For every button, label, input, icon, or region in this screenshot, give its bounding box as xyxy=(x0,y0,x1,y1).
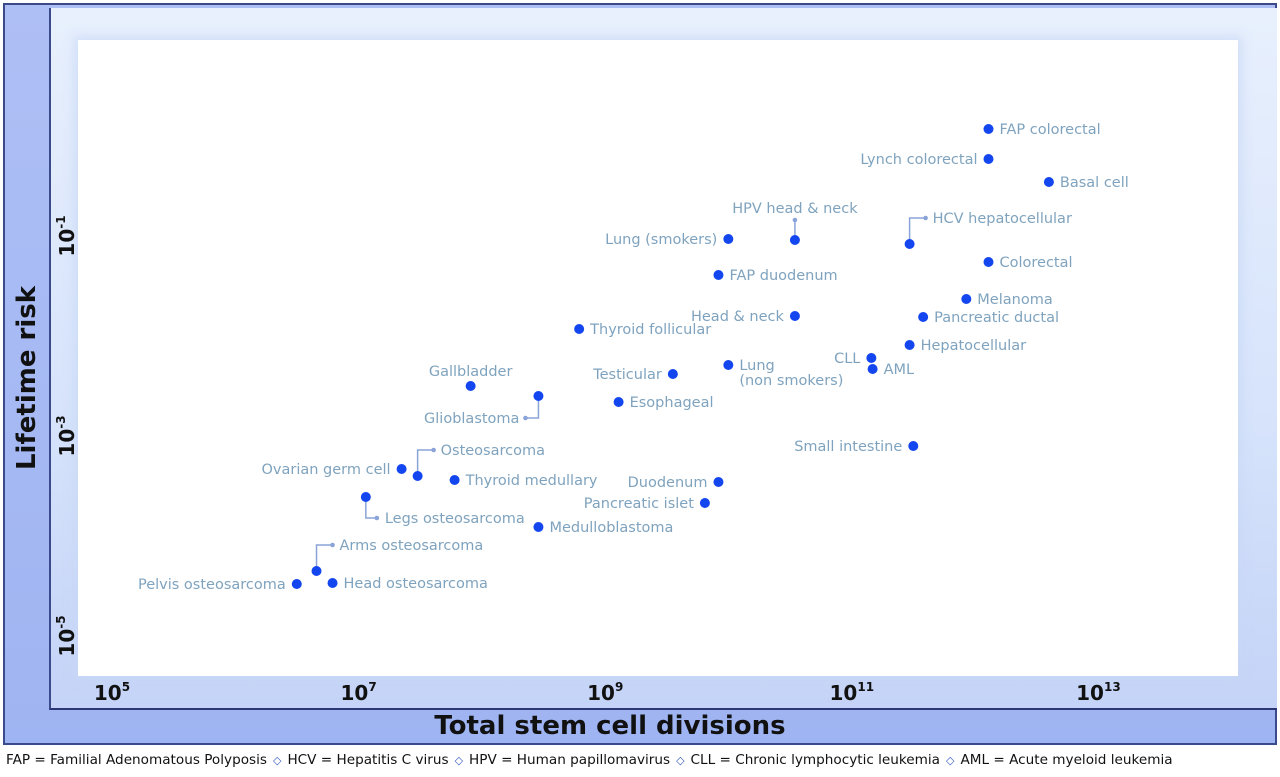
point-label-ovarian-germ-cell: Ovarian germ cell xyxy=(262,462,391,478)
data-point-fap-colorectal xyxy=(983,124,994,134)
point-label-duodenum: Duodenum xyxy=(628,475,708,491)
plot-area xyxy=(78,40,1238,676)
point-label-small-intestine: Small intestine xyxy=(794,439,902,455)
data-point-pancreatic-islet xyxy=(699,498,710,508)
data-point-aml xyxy=(867,364,878,374)
data-point-small-intestine xyxy=(908,441,919,451)
point-label-lung-smokers: Lung (smokers) xyxy=(605,232,717,248)
point-label-pancreatic-ductal: Pancreatic ductal xyxy=(934,310,1059,326)
data-point-osteosarcoma xyxy=(412,471,423,481)
data-point-thyroid-medullary xyxy=(449,475,460,485)
x-tick-label: 1013 xyxy=(1076,680,1121,705)
abbreviation-footnote: FAP = Familial Adenomatous Polyposis ◇ HCV… xyxy=(6,752,1276,768)
data-point-esophageal xyxy=(613,397,624,407)
data-point-fap-duodenum xyxy=(713,270,724,280)
point-label-lynch-colorectal: Lynch colorectal xyxy=(860,152,977,168)
point-label-gallbladder: Gallbladder xyxy=(429,364,513,380)
x-axis-title: Total stem cell divisions xyxy=(434,711,785,741)
point-label-hpv-head-neck: HPV head & neck xyxy=(732,201,858,217)
y-axis-ticks: 10-1 10-3 10-5 xyxy=(54,215,79,656)
data-point-duodenum xyxy=(713,477,724,487)
data-point-gallbladder xyxy=(465,381,476,391)
callout-end-glioblastoma xyxy=(523,415,528,421)
callout-end-hcv-hepatocellular xyxy=(923,215,928,221)
point-label-glioblastoma: Glioblastoma xyxy=(424,411,519,427)
callout-end-arms-osteosarcoma xyxy=(330,542,335,548)
point-label-legs-osteosarcoma: Legs osteosarcoma xyxy=(385,511,525,527)
footnote-entry: AML = Acute myeloid leukemia xyxy=(960,752,1173,768)
diamond-separator-icon: ◇ xyxy=(272,754,282,767)
x-tick-label: 105 xyxy=(94,680,130,705)
data-point-melanoma xyxy=(961,294,972,304)
point-label-head-neck: Head & neck xyxy=(691,309,785,325)
footnote-entry: FAP = Familial Adenomatous Polyposis xyxy=(6,752,267,768)
point-label-hcv-hepatocellular: HCV hepatocellular xyxy=(933,211,1072,227)
x-axis-ticks: 105 107 109 1011 1013 xyxy=(94,680,1121,705)
point-label-cll: CLL xyxy=(834,351,860,367)
footnote-entry: HPV = Human papillomavirus xyxy=(469,752,671,768)
x-tick-label: 109 xyxy=(587,680,623,705)
point-label-aml: AML xyxy=(884,362,915,378)
point-label-fap-colorectal: FAP colorectal xyxy=(999,122,1100,138)
diamond-separator-icon: ◇ xyxy=(454,754,464,767)
point-label-esophageal: Esophageal xyxy=(630,395,714,411)
callout-end-hpv-head-neck xyxy=(792,217,798,223)
data-point-cll xyxy=(866,353,877,363)
callout-end-osteosarcoma xyxy=(431,447,436,453)
footnote-entry: HCV = Hepatitis C virus xyxy=(287,752,449,768)
data-point-thyroid-follicular xyxy=(574,324,585,334)
point-label-thyroid-follicular: Thyroid follicular xyxy=(589,322,711,338)
callout-line-glioblastoma xyxy=(525,396,540,419)
data-point-lynch-colorectal xyxy=(983,154,994,164)
data-point-colorectal xyxy=(983,257,994,267)
x-tick-label: 107 xyxy=(340,680,376,705)
data-point-head-neck xyxy=(789,311,800,321)
x-tick-label: 1011 xyxy=(830,680,875,705)
data-point-head-osteosarcoma xyxy=(327,578,338,588)
point-label-fap-duodenum: FAP duodenum xyxy=(729,268,837,284)
point-label-pancreatic-islet: Pancreatic islet xyxy=(584,496,694,512)
y-tick-label: 10-3 xyxy=(54,415,79,456)
callout-line-hcv-hepatocellular xyxy=(908,217,926,244)
point-label-thyroid-medullary: Thyroid medullary xyxy=(465,473,598,489)
point-label-basal-cell: Basal cell xyxy=(1060,175,1129,191)
point-labels: FAP colorectal Lynch colorectal Basal cell… xyxy=(138,122,1129,593)
diamond-separator-icon: ◇ xyxy=(946,754,955,767)
point-label-lung-non-smokers: Lung (non smokers) xyxy=(739,358,843,389)
point-label-arms-osteosarcoma: Arms osteosarcoma xyxy=(340,538,484,554)
data-point-basal-cell xyxy=(1043,177,1054,187)
callout-line-osteosarcoma xyxy=(416,449,434,476)
data-point-legs-osteosarcoma xyxy=(360,492,371,502)
callout-end-legs-osteosarcoma xyxy=(374,515,380,521)
data-point-ovarian-germ-cell xyxy=(396,464,407,474)
data-point-hcv-hepatocellular xyxy=(904,239,915,249)
point-label-head-osteosarcoma: Head osteosarcoma xyxy=(344,576,488,592)
callout-line-legs-osteosarcoma xyxy=(365,497,377,519)
data-point-pelvis-osteosarcoma xyxy=(291,579,302,589)
point-label-hepatocellular: Hepatocellular xyxy=(921,338,1027,354)
point-label-melanoma: Melanoma xyxy=(977,292,1052,308)
data-point-arms-osteosarcoma xyxy=(311,566,322,576)
y-tick-label: 10-1 xyxy=(54,215,79,256)
point-label-pelvis-osteosarcoma: Pelvis osteosarcoma xyxy=(138,577,286,593)
data-point-lung-smokers xyxy=(723,234,734,244)
point-label-osteosarcoma: Osteosarcoma xyxy=(441,443,545,459)
diamond-separator-icon: ◇ xyxy=(676,754,685,767)
data-point-lung-non-smokers xyxy=(723,360,734,370)
y-tick-label: 10-5 xyxy=(54,615,79,656)
footnote-entry: CLL = Chronic lymphocytic leukemia xyxy=(690,752,941,768)
data-point-testicular xyxy=(667,369,678,379)
y-axis-title: Lifetime risk xyxy=(12,285,42,470)
callout-line-arms-osteosarcoma xyxy=(315,544,333,571)
point-label-testicular: Testicular xyxy=(592,367,662,383)
data-point-medulloblastoma xyxy=(533,522,544,532)
data-point-hpv-head-neck xyxy=(789,235,800,245)
data-point-glioblastoma xyxy=(533,391,544,401)
data-point-hepatocellular xyxy=(904,340,915,350)
data-points xyxy=(291,124,1054,589)
point-label-medulloblastoma: Medulloblastoma xyxy=(549,520,673,536)
point-label-colorectal: Colorectal xyxy=(999,255,1072,271)
data-point-pancreatic-ductal xyxy=(918,312,929,322)
